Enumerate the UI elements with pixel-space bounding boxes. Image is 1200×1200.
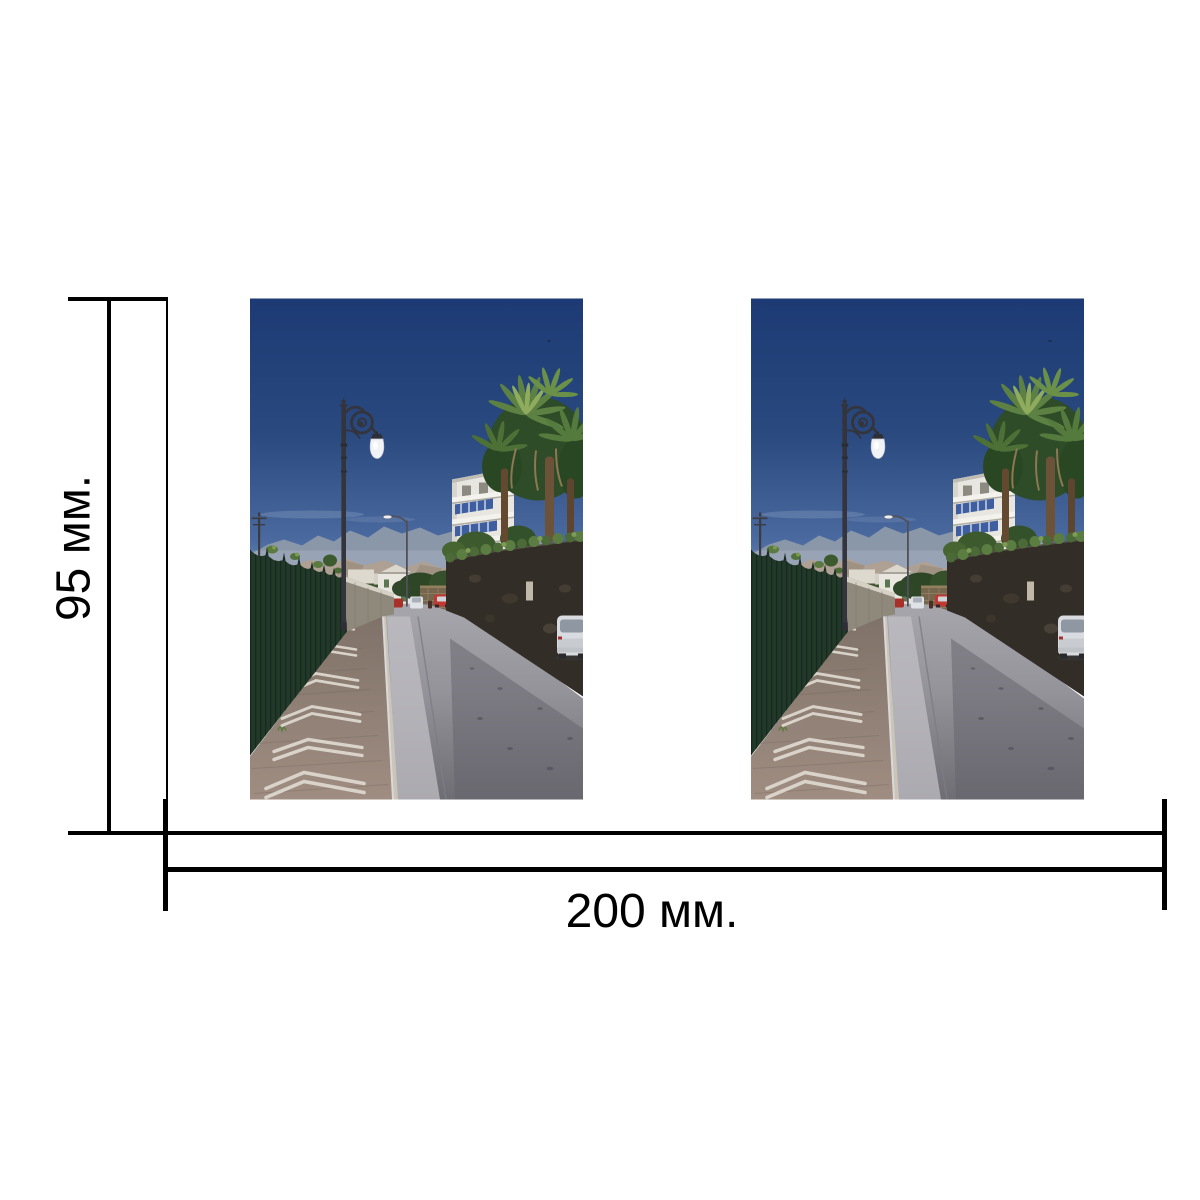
photo-left <box>250 298 583 800</box>
width-dimension-label: 200 мм. <box>565 885 739 938</box>
width-dimension-left-tick <box>163 799 168 911</box>
street-scene-photo-duplicate <box>751 298 1084 800</box>
height-dimension-top-tick <box>68 297 168 301</box>
street-scene-photo <box>250 298 583 800</box>
height-dimension-label: 95 мм. <box>47 474 101 622</box>
sheet-left-edge-line <box>166 299 168 831</box>
photo-right <box>751 298 1084 800</box>
baseline <box>68 831 1166 835</box>
width-dimension-line <box>166 867 1166 872</box>
width-dimension-right-tick <box>1162 799 1167 910</box>
height-dimension-line <box>107 297 111 835</box>
